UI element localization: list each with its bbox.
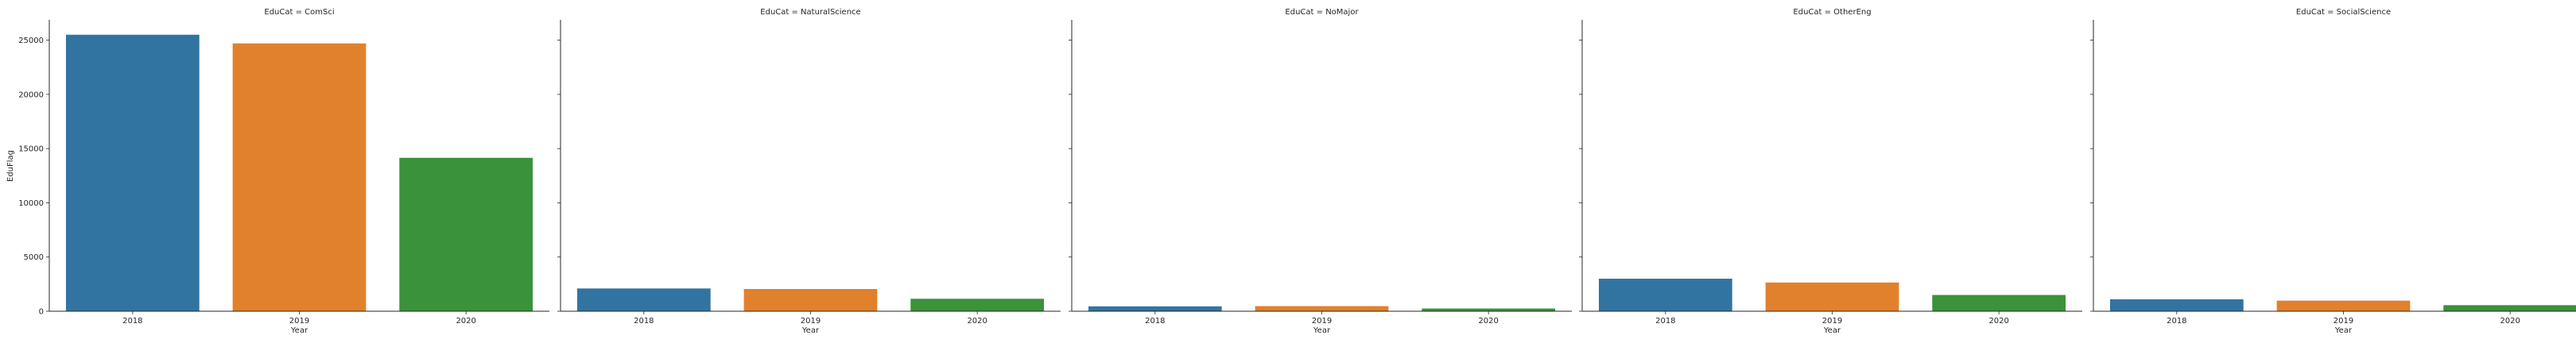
- bar-2019: [743, 289, 878, 311]
- x-axis-label: Year: [1823, 326, 1841, 335]
- bar-2019: [232, 43, 367, 311]
- y-tick-label: 5000: [24, 253, 44, 262]
- x-axis-label: Year: [801, 326, 820, 335]
- y-tick-label: 15000: [18, 145, 44, 154]
- x-axis-label: Year: [2334, 326, 2353, 335]
- x-tick-label: 2020: [1988, 317, 2008, 326]
- x-tick-label: 2018: [1145, 317, 1165, 326]
- bar-2018: [1598, 279, 1732, 311]
- bar-2020: [1932, 295, 2066, 311]
- panel-title: EduCat = NoMajor: [1285, 8, 1359, 17]
- y-tick-label: 20000: [18, 91, 44, 99]
- bar-2019: [1255, 306, 1389, 311]
- x-tick-label: 2019: [289, 317, 309, 326]
- bar-2018: [65, 34, 200, 312]
- x-axis-label: Year: [290, 326, 308, 335]
- x-tick-label: 2020: [967, 317, 987, 326]
- x-tick-label: 2019: [1312, 317, 1332, 326]
- y-axis-label: EduFlag: [6, 150, 15, 182]
- panel-title: EduCat = SocialScience: [2296, 8, 2391, 17]
- bar-2019: [1765, 282, 1899, 311]
- panel-title: EduCat = ComSci: [264, 8, 334, 17]
- bar-2020: [399, 157, 533, 311]
- panel-title: EduCat = OtherEng: [1793, 8, 1871, 17]
- x-tick-label: 2018: [634, 317, 654, 326]
- bar-2020: [910, 299, 1045, 311]
- panel-title: EduCat = NaturalScience: [760, 8, 860, 17]
- bar-2018: [1088, 306, 1222, 311]
- y-tick-label: 0: [39, 308, 44, 317]
- y-tick-label: 25000: [18, 37, 44, 45]
- x-tick-label: 2018: [2167, 317, 2186, 326]
- bar-2018: [2109, 299, 2244, 311]
- y-tick-label: 10000: [18, 199, 44, 208]
- x-tick-label: 2018: [122, 317, 142, 326]
- x-tick-label: 2019: [1822, 317, 1842, 326]
- bar-2018: [576, 288, 711, 311]
- x-tick-label: 2018: [1655, 317, 1675, 326]
- bar-2019: [2276, 300, 2411, 311]
- bar-2020: [2443, 305, 2576, 311]
- x-tick-label: 2020: [1478, 317, 1498, 326]
- x-tick-label: 2020: [456, 317, 475, 326]
- x-tick-label: 2020: [2500, 317, 2520, 326]
- x-tick-label: 2019: [801, 317, 821, 326]
- x-axis-label: Year: [1313, 326, 1331, 335]
- x-tick-label: 2019: [2334, 317, 2353, 326]
- bar-2020: [1422, 308, 1556, 311]
